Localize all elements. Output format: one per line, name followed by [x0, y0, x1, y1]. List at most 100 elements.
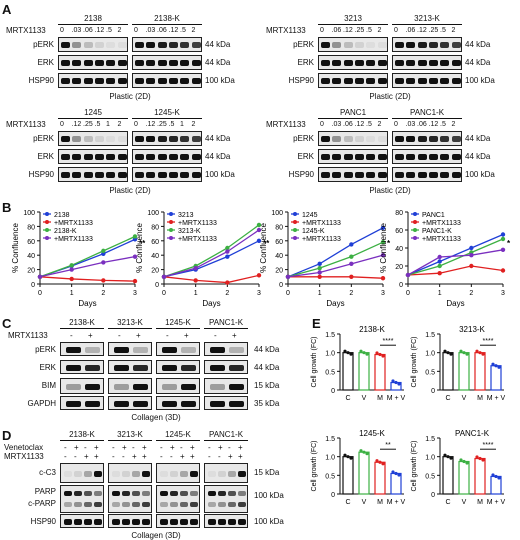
blot-strip — [108, 378, 152, 394]
data-point — [478, 351, 482, 355]
data-point — [380, 225, 386, 231]
data-point — [365, 352, 369, 356]
blot-strip — [204, 360, 248, 374]
collagen-3d-label: Collagen (3D) — [131, 413, 181, 422]
bar — [490, 365, 502, 391]
data-point — [394, 380, 398, 385]
band — [332, 136, 342, 142]
data-point — [491, 473, 495, 477]
y-tick-label: 0 — [431, 492, 435, 499]
legend-marker — [45, 212, 49, 216]
data-point — [494, 364, 498, 368]
band — [74, 519, 82, 525]
sign-label: - — [70, 331, 73, 340]
mw-label: 44 kDa — [205, 152, 231, 161]
legend-marker — [45, 228, 49, 232]
band — [61, 172, 70, 178]
band — [61, 78, 70, 84]
band — [160, 491, 168, 496]
x-tick-label: 0 — [38, 290, 42, 297]
series-line — [287, 254, 384, 278]
band — [190, 519, 198, 525]
y-tick-label: 40 — [27, 253, 35, 260]
dose-label: 1 — [180, 121, 184, 128]
row-label: c-C3 — [39, 468, 56, 477]
group-underline — [318, 118, 388, 119]
legend-marker — [293, 220, 297, 224]
band — [66, 401, 81, 407]
y-tick-label: 1.5 — [425, 436, 435, 443]
series-line — [163, 224, 260, 278]
band — [146, 60, 156, 66]
data-point — [469, 253, 474, 258]
data-point — [317, 261, 322, 267]
band — [168, 60, 178, 66]
x-tick-label: 0 — [162, 290, 166, 297]
y-tick-label: 80 — [275, 224, 283, 231]
band — [208, 519, 216, 525]
sign-label: + — [190, 443, 195, 452]
band — [162, 384, 177, 390]
mrtx1133-label: MRTX1133 — [6, 120, 46, 129]
plastic-2d-label: Plastic (2D) — [109, 186, 151, 195]
band — [208, 502, 216, 507]
data-point — [491, 362, 495, 366]
y-tick-label: 1.5 — [425, 332, 435, 339]
mw-label: 44 kDa — [465, 134, 491, 143]
data-point — [443, 349, 447, 353]
data-point — [375, 459, 379, 463]
legend-label: +MRTX1133 — [54, 236, 93, 243]
band — [343, 136, 353, 142]
band — [122, 502, 130, 507]
dose-label: .03 — [405, 121, 416, 128]
legend-marker — [413, 212, 417, 216]
y-tick-label: 0.5 — [425, 369, 435, 376]
x-tick-label: C — [445, 499, 450, 506]
group-title: 2138-K — [69, 318, 95, 327]
x-tick-label: C — [445, 395, 450, 402]
sign-label: + — [142, 452, 147, 461]
dose-label: 2 — [451, 27, 456, 34]
dose-label: .06 — [83, 27, 93, 34]
y-tick-label: 1.0 — [425, 455, 435, 462]
legend-label: +MRTX1133 — [302, 220, 341, 227]
blot-strip — [132, 131, 202, 146]
data-point — [465, 461, 469, 465]
data-point — [378, 352, 382, 357]
band — [94, 502, 102, 507]
x-tick-label: M + V — [387, 499, 406, 506]
mrtx1133-label: MRTX1133 — [266, 120, 306, 129]
band — [191, 42, 201, 48]
data-point — [132, 278, 138, 284]
band — [168, 78, 178, 84]
band — [117, 42, 127, 48]
group-title: 1245 — [84, 108, 102, 117]
data-point — [391, 470, 395, 474]
band — [74, 471, 82, 477]
series-line — [407, 233, 504, 276]
band — [377, 154, 387, 160]
band — [228, 502, 236, 507]
blot-strip — [156, 514, 200, 528]
y-tick-label: 40 — [275, 253, 283, 260]
band — [72, 154, 82, 160]
mrtx1133-label: MRTX1133 — [4, 452, 44, 461]
blot-strip — [392, 167, 462, 182]
band — [321, 78, 330, 84]
dose-label: .12 — [168, 27, 179, 34]
blot-strip — [156, 378, 200, 394]
blot-strip — [318, 131, 388, 146]
blot-strip — [318, 55, 388, 70]
band — [451, 154, 461, 160]
sign-label: - — [160, 452, 163, 461]
dose-label: 2 — [451, 121, 456, 128]
band — [66, 384, 81, 390]
sign-label: + — [238, 452, 243, 461]
band — [181, 384, 196, 390]
sign-label: - — [228, 443, 231, 452]
y-tick-label: 0.5 — [325, 369, 335, 376]
data-point — [349, 456, 353, 460]
band — [94, 154, 104, 160]
band — [84, 502, 92, 507]
